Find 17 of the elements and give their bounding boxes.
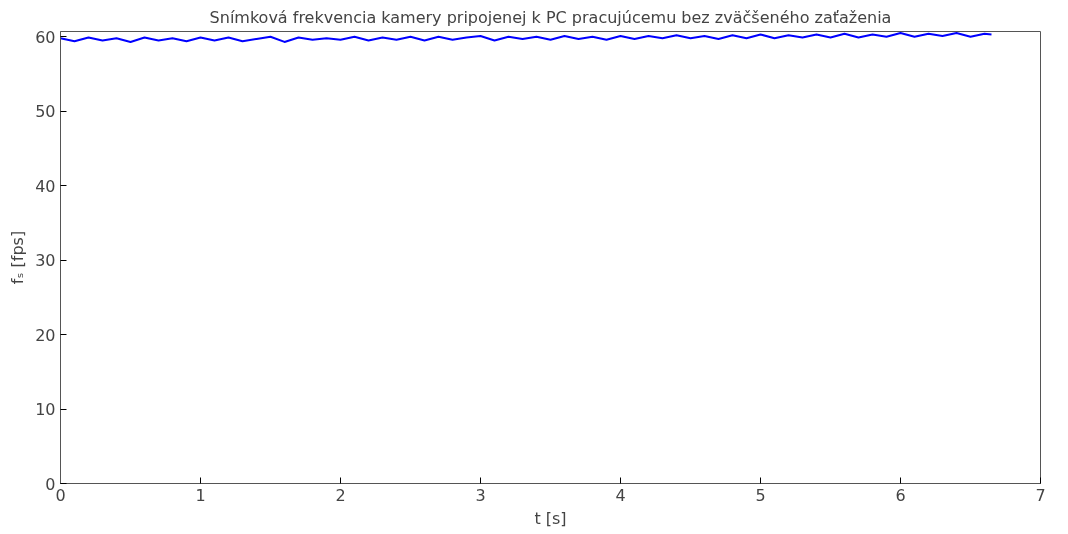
x-tick-label: 6 xyxy=(895,485,906,505)
x-tick-label: 4 xyxy=(615,485,626,505)
x-tick-label: 1 xyxy=(195,485,206,505)
y-tick-label: 40 xyxy=(35,176,56,196)
chart-title: Snímková frekvencia kamery pripojenej k PC pracujúcemu bez zväčšeného zaťaženia xyxy=(209,7,892,27)
x-tick-label: 7 xyxy=(1035,485,1046,505)
x-tick-label: 3 xyxy=(475,485,486,505)
y-axis-title: fₛ [fps] xyxy=(8,230,28,285)
line-series xyxy=(60,31,993,43)
x-axis-title: t [s] xyxy=(534,508,567,528)
y-tick-label: 30 xyxy=(35,251,56,271)
x-tick-label: 2 xyxy=(335,485,346,505)
y-tick-label: 60 xyxy=(35,27,56,47)
y-tick-label: 50 xyxy=(35,102,56,122)
x-tick-label: 5 xyxy=(755,485,766,505)
y-tick-label: 10 xyxy=(35,400,56,420)
y-tick-label: 20 xyxy=(35,325,56,345)
